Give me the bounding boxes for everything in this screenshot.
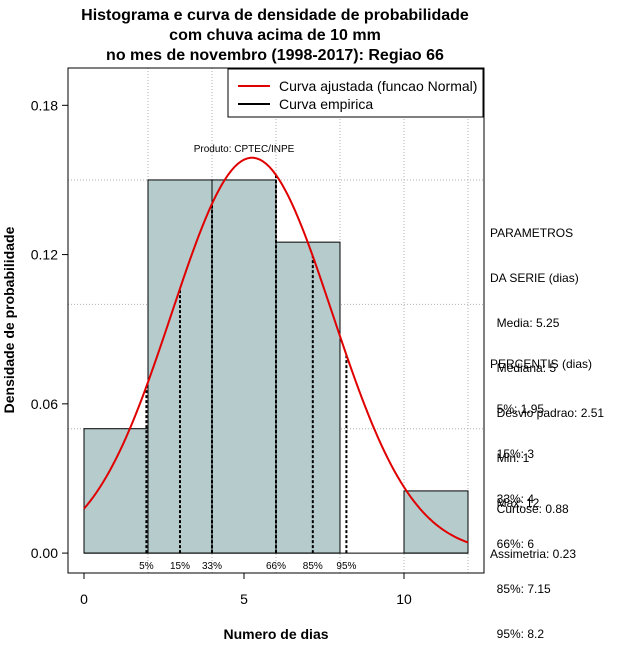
percentile-label: 15% xyxy=(170,561,190,572)
percentiles-block: PERCENTIS (dias) 5%: 1.95 15%: 3 33%: 4 … xyxy=(490,327,592,657)
moments-block: Curtose: 0.88 Assimetria: 0.23 xyxy=(490,472,576,577)
y-axis-label: Densidade de probabilidade xyxy=(1,226,17,413)
percentiles-line: 5%: 1.95 xyxy=(490,402,545,416)
parameters-line: Media: 5.25 xyxy=(490,316,560,330)
moments-line: Assimetria: 0.23 xyxy=(490,547,577,561)
histogram-bar xyxy=(211,179,277,554)
plot-frame xyxy=(67,67,485,574)
y-axis-tick-label: 0.18 xyxy=(31,97,58,113)
parameters-line: DA SERIE (dias) xyxy=(490,271,579,285)
percentiles-line: 95%: 8.2 xyxy=(490,627,545,641)
legend: Curva ajustada (funcao Normal) Curva emp… xyxy=(227,68,484,118)
parameters-line: Mediana: 5 xyxy=(490,361,557,375)
percentiles-line: 33%: 4 xyxy=(490,492,535,506)
parameters-block: PARAMETROS DA SERIE (dias) Media: 5.25 M… xyxy=(490,196,604,526)
percentile-lines xyxy=(145,174,348,554)
x-axis-tick-label: 5 xyxy=(240,591,248,607)
legend-box xyxy=(227,68,484,118)
x-axis-tick-label: 0 xyxy=(80,591,88,607)
percentile-labels: 5% 15% 33% 66% 85% 95% xyxy=(139,561,356,572)
y-axis-tick-label: 0.12 xyxy=(31,247,58,263)
percentiles-line: 85%: 7.15 xyxy=(490,582,551,596)
legend-fit-label: Curva ajustada (funcao Normal) xyxy=(279,78,477,94)
parameters-line: PARAMETROS xyxy=(490,226,574,240)
moments-line: Curtose: 0.88 xyxy=(490,502,569,516)
x-axis-tick-label: 10 xyxy=(396,591,412,607)
chart-title-line-3: no mes de novembro (1998-2017): Regiao 6… xyxy=(106,47,444,64)
fitted-normal-curve xyxy=(83,156,469,544)
percentile-label: 5% xyxy=(139,561,154,572)
histogram-bar xyxy=(275,241,341,554)
percentiles-line: 15%: 3 xyxy=(490,447,535,461)
percentiles-line: 66%: 6 xyxy=(490,537,535,551)
parameters-line: Max: 12 xyxy=(490,496,540,510)
chart-title-line-1: Histograma e curva de densidade de proba… xyxy=(81,7,469,24)
chart-title-line-2: com chuva acima de 10 mm xyxy=(169,27,381,44)
y-axis-tick-label: 0.06 xyxy=(31,396,58,412)
percentile-label: 66% xyxy=(266,561,286,572)
axes: 0 5 10 0.00 0.06 0.12 0.18 xyxy=(31,97,412,607)
histogram-bar xyxy=(83,428,149,554)
legend-empirical-label: Curva empirica xyxy=(279,96,373,112)
x-axis-label: Numero de dias xyxy=(223,626,328,642)
parameters-line: Desvio padrao: 2.51 xyxy=(490,406,605,420)
percentile-label: 33% xyxy=(202,561,222,572)
y-axis-tick-label: 0.00 xyxy=(31,545,58,561)
percentile-label: 85% xyxy=(303,561,323,572)
histogram-bars xyxy=(83,179,469,554)
parameters-line: Min: 1 xyxy=(490,451,530,465)
percentile-label: 95% xyxy=(336,561,356,572)
percentiles-line: PERCENTIS (dias) xyxy=(490,357,593,371)
product-label: Produto: CPTEC/INPE xyxy=(194,144,295,155)
